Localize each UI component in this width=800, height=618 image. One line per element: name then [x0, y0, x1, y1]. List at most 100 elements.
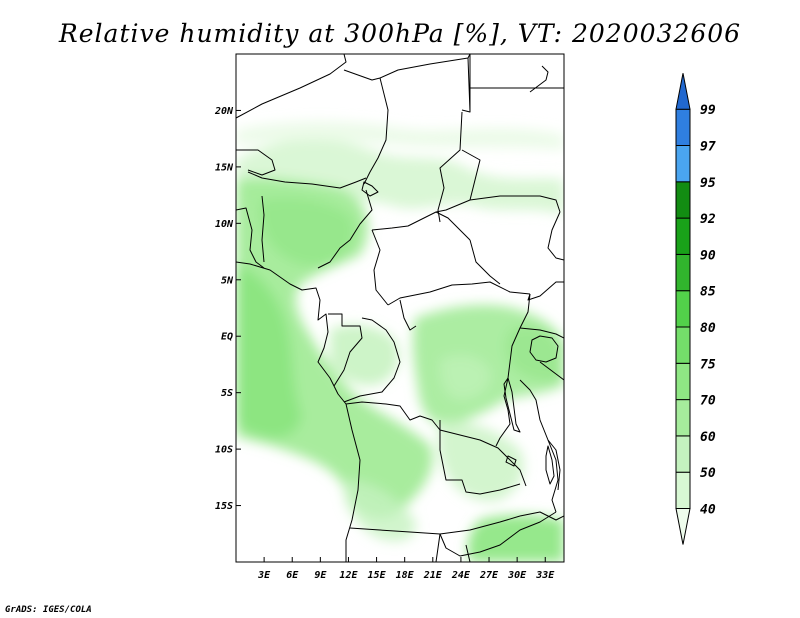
map-frame	[235, 53, 565, 563]
lake-malawi	[545, 445, 555, 485]
lat-tick-label: 15N	[215, 162, 234, 173]
colorbar-segment	[675, 181, 691, 219]
humidity-region-southeast	[467, 515, 564, 562]
colorbar-label: 90	[700, 248, 716, 263]
humidity-region-north-band	[236, 121, 564, 150]
lon-tick-label: 9E	[314, 570, 327, 581]
humidity-region-east-inner	[439, 354, 491, 400]
longitude-axis: 3E 6E 9E 12E 15E 18E 21E 24E 27E 30E 33E	[257, 557, 555, 581]
border-botswana	[435, 533, 471, 562]
colorbar-segment	[675, 108, 691, 146]
map-panel	[235, 53, 565, 563]
colorbar-label: 99	[700, 103, 716, 118]
colorbar-segment	[675, 362, 691, 401]
lat-tick-label: 10N	[215, 219, 234, 230]
colorbar-label: 60	[700, 430, 716, 445]
border-kenya-tanzania	[539, 361, 564, 381]
lon-tick-label: 24E	[451, 570, 471, 581]
border-malawi	[547, 439, 559, 513]
border-mali-niger	[236, 149, 276, 176]
country-borders	[236, 54, 564, 562]
lon-tick-label: 3E	[257, 570, 271, 581]
border-algeria-niger	[236, 54, 347, 119]
humidity-region-south-center	[438, 420, 524, 502]
colorbar-label: 70	[700, 394, 716, 409]
colorbar-lower-arrow	[675, 508, 691, 545]
lake-tanganyika	[503, 377, 521, 433]
colorbar-segment	[675, 471, 691, 510]
humidity-region-center	[330, 324, 399, 386]
border-ethiopia	[547, 211, 564, 261]
border-ethiopia-north	[529, 65, 549, 93]
latitude-axis: 20N 15N 10N 5N EQ 5S 10S 15S	[214, 106, 241, 512]
lake-kariba	[505, 455, 517, 467]
lon-tick-label: 15E	[368, 570, 387, 581]
lat-tick-label: 15S	[215, 501, 233, 512]
border-nigeria-cameroon	[317, 189, 373, 269]
lake-chad	[361, 181, 379, 197]
humidity-fill	[236, 121, 564, 562]
border-nigeria-west	[236, 207, 265, 269]
humidity-region-coast	[236, 265, 301, 439]
lon-tick-label: 27E	[479, 570, 499, 581]
border-zambia-south	[439, 511, 557, 557]
border-benin-togo	[261, 195, 265, 263]
border-angola-coast	[345, 403, 361, 562]
colorbar-segment	[675, 217, 691, 255]
border-congo-river	[399, 299, 417, 331]
grads-credit: GrADS: IGES/COLA	[5, 605, 92, 615]
lon-tick-label: 12E	[339, 570, 358, 581]
colorbar-label: 85	[700, 285, 716, 300]
colorbar-label: 40	[700, 503, 716, 518]
border-cameroon-car	[371, 229, 389, 306]
humidity-shading	[236, 121, 564, 562]
border-gabon-congo	[328, 313, 363, 387]
colorbar-label: 80	[700, 321, 716, 336]
humidity-region-southwest	[345, 480, 416, 542]
border-zimbabwe	[519, 511, 564, 521]
lat-tick-label: 20N	[214, 106, 234, 117]
border-uganda	[519, 327, 564, 339]
border-zambia-drc	[439, 429, 527, 487]
border-south-sudan-east	[527, 281, 564, 301]
lon-tick-label: 21E	[423, 570, 443, 581]
colorbar-segment	[675, 326, 691, 364]
colorbar-segment	[675, 435, 691, 473]
colorbar-segment	[675, 253, 691, 292]
map-title: Relative humidity at 300hPa [%], VT: 202…	[58, 19, 741, 48]
lake-victoria	[529, 335, 559, 363]
lat-tick-label: 5N	[221, 275, 234, 286]
border-angola-east	[439, 420, 521, 495]
colorbar-segment	[675, 290, 691, 328]
border-niger-nigeria	[247, 171, 367, 189]
border-sudan-south-sudan	[435, 195, 561, 285]
lon-tick-label: 6E	[286, 570, 299, 581]
border-tanzania-west	[519, 379, 561, 491]
colorbar-label: 95	[700, 176, 716, 191]
lat-tick-label: 5S	[221, 388, 233, 399]
border-car-drc	[387, 281, 531, 306]
border-chad-car	[371, 211, 471, 241]
colorbar: 40 50 60 70 75 80 85 90 92 95 97 99	[675, 73, 716, 545]
border-angola-north	[345, 401, 441, 431]
border-egypt-sudan	[469, 54, 564, 112]
lon-tick-label: 30E	[507, 570, 527, 581]
humidity-region-lakes	[505, 325, 564, 382]
border-sudan-interior	[461, 149, 481, 201]
colorbar-segment	[675, 145, 691, 183]
colorbar-label: 92	[700, 212, 716, 227]
lat-tick-label: EQ	[221, 332, 233, 343]
lon-tick-label: 33E	[535, 570, 555, 581]
colorbar-upper-arrow	[675, 73, 691, 110]
border-gulf-coast	[236, 261, 347, 405]
border-niger-chad	[363, 77, 389, 185]
humidity-region-gulf	[260, 198, 354, 267]
colorbar-segment	[675, 399, 691, 437]
colorbar-label: 75	[700, 357, 716, 372]
colorbar-label: 97	[700, 140, 716, 155]
lon-tick-label: 18E	[396, 570, 415, 581]
lat-tick-label: 10S	[215, 445, 233, 456]
border-congo-drc	[343, 317, 401, 403]
colorbar-label: 50	[700, 466, 716, 481]
